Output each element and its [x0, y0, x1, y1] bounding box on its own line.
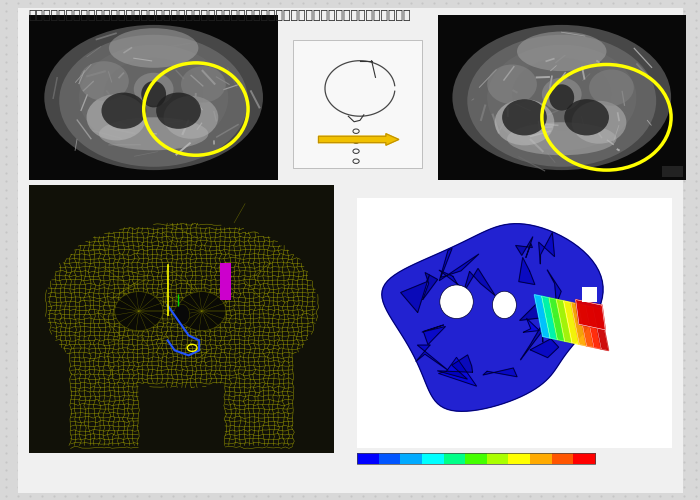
Ellipse shape: [44, 25, 263, 170]
Bar: [582, 286, 596, 302]
Bar: [293, 40, 422, 168]
Polygon shape: [586, 306, 601, 349]
Polygon shape: [578, 304, 594, 348]
Ellipse shape: [115, 292, 163, 331]
Bar: [573, 452, 596, 464]
Bar: [379, 452, 401, 464]
Polygon shape: [423, 272, 438, 299]
Bar: [662, 166, 682, 177]
Ellipse shape: [79, 44, 228, 150]
Bar: [29, 15, 278, 180]
Polygon shape: [318, 134, 399, 145]
Bar: [400, 452, 423, 464]
Bar: [530, 452, 552, 464]
Polygon shape: [463, 268, 495, 295]
Ellipse shape: [542, 78, 582, 110]
Polygon shape: [520, 325, 542, 360]
Ellipse shape: [493, 291, 517, 318]
Bar: [486, 452, 509, 464]
Ellipse shape: [589, 70, 634, 106]
Polygon shape: [382, 224, 603, 412]
Ellipse shape: [512, 58, 612, 130]
Polygon shape: [556, 300, 572, 343]
Ellipse shape: [572, 101, 626, 144]
Polygon shape: [524, 318, 540, 332]
Ellipse shape: [156, 92, 201, 129]
Polygon shape: [564, 301, 580, 344]
Polygon shape: [438, 358, 477, 386]
Polygon shape: [539, 232, 554, 264]
Polygon shape: [439, 270, 466, 300]
Polygon shape: [534, 294, 550, 338]
Ellipse shape: [181, 66, 225, 102]
Ellipse shape: [141, 81, 166, 108]
Polygon shape: [422, 325, 445, 344]
Polygon shape: [440, 248, 479, 280]
Bar: [357, 198, 672, 448]
Bar: [357, 452, 595, 464]
Polygon shape: [519, 258, 535, 284]
Polygon shape: [542, 296, 557, 340]
Ellipse shape: [134, 72, 174, 106]
Ellipse shape: [99, 118, 209, 150]
Ellipse shape: [440, 285, 473, 318]
Ellipse shape: [550, 84, 574, 110]
Polygon shape: [519, 298, 559, 320]
Polygon shape: [593, 307, 608, 350]
Polygon shape: [400, 275, 430, 312]
Ellipse shape: [487, 44, 636, 150]
Ellipse shape: [178, 292, 226, 331]
Bar: [422, 452, 444, 464]
Polygon shape: [571, 302, 587, 346]
Bar: [29, 185, 334, 452]
Ellipse shape: [564, 99, 609, 136]
Ellipse shape: [102, 92, 146, 129]
Ellipse shape: [487, 64, 537, 104]
Text: 最小限の侵襲による治療の追求：構造解析の手法を取り入れて最小限の骨接合で適切な骨固定を目指しています。: 最小限の侵襲による治療の追求：構造解析の手法を取り入れて最小限の骨接合で適切な骨…: [28, 9, 410, 22]
Polygon shape: [549, 298, 565, 341]
Bar: [357, 452, 379, 464]
Ellipse shape: [452, 25, 671, 170]
Polygon shape: [438, 355, 472, 379]
Ellipse shape: [87, 94, 146, 140]
Bar: [552, 452, 574, 464]
Polygon shape: [416, 345, 448, 370]
Ellipse shape: [174, 304, 190, 325]
Ellipse shape: [109, 28, 198, 68]
Bar: [466, 452, 487, 464]
Ellipse shape: [79, 61, 129, 101]
Ellipse shape: [507, 122, 617, 155]
Bar: [508, 452, 531, 464]
Polygon shape: [531, 339, 559, 357]
Bar: [444, 452, 466, 464]
Polygon shape: [516, 237, 533, 258]
Bar: [293, 40, 422, 168]
Ellipse shape: [104, 58, 203, 130]
Polygon shape: [575, 300, 606, 330]
Ellipse shape: [517, 32, 606, 71]
Ellipse shape: [495, 99, 554, 146]
Ellipse shape: [468, 35, 656, 167]
Ellipse shape: [60, 35, 248, 167]
Ellipse shape: [164, 96, 218, 138]
Bar: [438, 15, 686, 180]
Bar: [220, 263, 231, 300]
Ellipse shape: [502, 99, 547, 136]
Polygon shape: [547, 270, 561, 304]
Polygon shape: [483, 368, 517, 377]
